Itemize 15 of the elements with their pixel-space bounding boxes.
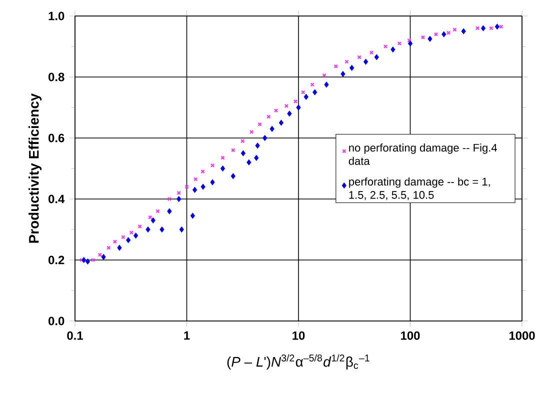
- text: (P – L')N$^{3/2}$α$^{–5/8}$d$^{1/2}$β$_{c}$–1: [227, 354, 370, 370]
- y-tick-label: 0.0: [48, 316, 64, 326]
- x-tick-label: 0.1: [67, 331, 83, 340]
- y-tick-label: 0.6: [48, 134, 64, 142]
- x-tick-label: 10: [292, 331, 305, 340]
- y-tick-label: 0.2: [48, 256, 64, 264]
- y-tick-label: 1.0: [48, 12, 64, 20]
- x-tick-label: 100: [401, 331, 420, 340]
- legend-label: no perforating damage -- Fig.4 data: [348, 144, 497, 165]
- x-tick-label: 1: [184, 331, 190, 340]
- x-tick-label: 1000: [509, 331, 535, 340]
- y-axis-title: Productivity Efficiency: [28, 93, 42, 243]
- y-tick-label: 0.8: [48, 72, 64, 82]
- y-tick-label: 0.4: [48, 194, 65, 204]
- legend-label: perforating damage -- bc = 1, 1.5, 2.5, 5.5, 10.5: [349, 177, 490, 200]
